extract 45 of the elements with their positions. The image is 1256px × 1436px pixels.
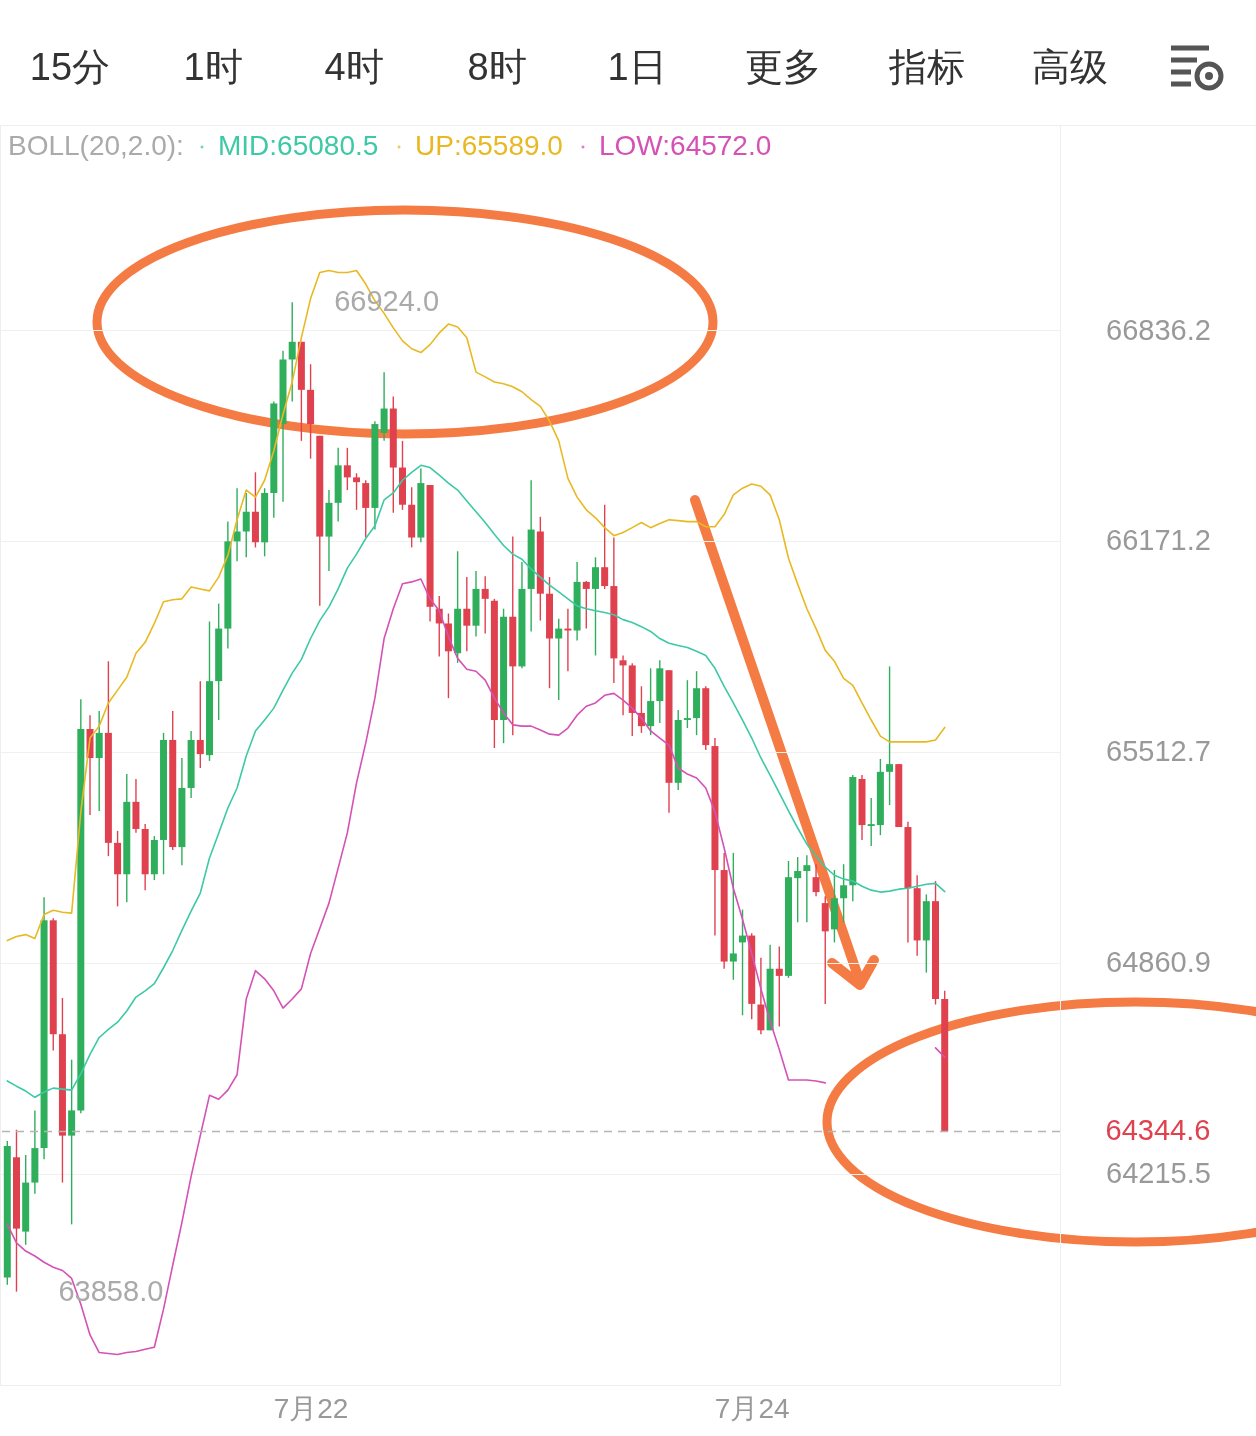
candlestick [288, 301, 296, 403]
candlestick [775, 945, 783, 1028]
text: 15分 [29, 45, 111, 90]
candlestick [867, 797, 875, 847]
candlestick [353, 472, 361, 511]
candlestick [794, 856, 802, 923]
candlestick [591, 556, 599, 657]
y-tick-label: 64860.9 [1106, 946, 1211, 979]
candlestick [683, 679, 691, 729]
candlestick [582, 580, 590, 630]
x-tick-label: 7月24 [714, 1392, 790, 1424]
legend-label: LOW:64572.0 [599, 130, 772, 161]
candlestick [886, 665, 894, 806]
text: 更多 [745, 45, 821, 90]
text: 1日 [607, 45, 667, 90]
y-tick-label: 66836.2 [1106, 313, 1211, 346]
candlestick [555, 617, 563, 701]
legend-label: UP:65589.0 [415, 130, 563, 161]
legend-label: MID:65080.5 [218, 130, 379, 161]
candlestick [812, 863, 820, 897]
text: 1时 [183, 45, 243, 90]
candlestick [803, 854, 811, 923]
text: 高级 [1032, 45, 1108, 90]
line-series [6, 269, 946, 942]
ref-line-label: 64344.6 [1105, 1114, 1211, 1147]
y-tick-label: 64215.5 [1106, 1157, 1211, 1190]
candlestick [564, 608, 572, 672]
y-tick-label: 66171.2 [1106, 524, 1211, 557]
legend-title: BOLL(20,2.0): [8, 130, 184, 161]
candlestick [343, 447, 351, 491]
candlestick [242, 492, 250, 559]
candlestick [481, 575, 489, 635]
candlestick [601, 504, 609, 590]
x-tick-label: 7月22 [273, 1392, 349, 1424]
text: 4时 [324, 45, 384, 90]
text: 8时 [467, 45, 527, 90]
candlestick [619, 654, 627, 716]
candlestick [840, 863, 848, 923]
candlestick [196, 680, 204, 769]
y-tick-label: 65512.7 [1106, 735, 1211, 768]
candlestick [463, 576, 471, 653]
text: 指标 [889, 45, 965, 90]
candlestick [729, 852, 737, 981]
candlestick [233, 487, 241, 562]
line-series [6, 464, 946, 1099]
